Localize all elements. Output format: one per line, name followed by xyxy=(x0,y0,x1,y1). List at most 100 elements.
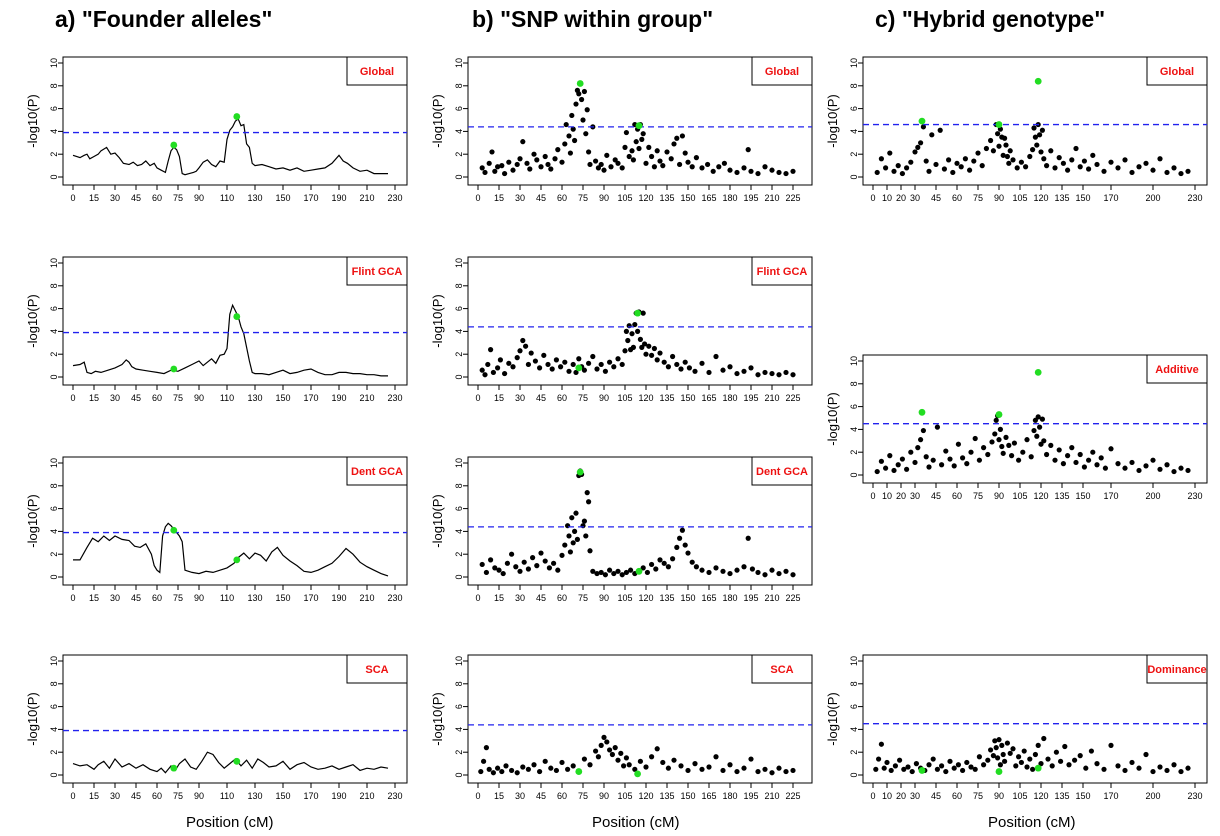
data-point xyxy=(483,745,489,751)
x-tick-label: 135 xyxy=(659,593,674,603)
y-tick-label: 10 xyxy=(454,656,464,666)
x-tick-label: 0 xyxy=(70,791,75,801)
x-tick-label: 75 xyxy=(173,593,183,603)
y-tick-label: 10 xyxy=(49,58,59,68)
series-line xyxy=(72,751,389,774)
data-point xyxy=(1072,757,1078,763)
data-point xyxy=(573,510,579,516)
data-point xyxy=(762,572,768,578)
data-point xyxy=(790,572,796,578)
data-point xyxy=(668,156,674,162)
data-point xyxy=(1185,467,1191,474)
y-tick-label: 2 xyxy=(849,450,859,455)
data-point xyxy=(619,165,625,171)
data-point xyxy=(1052,457,1058,463)
data-point xyxy=(741,368,747,374)
x-tick-label: 90 xyxy=(994,791,1004,801)
data-point xyxy=(1129,459,1135,466)
data-point xyxy=(720,568,726,574)
data-point xyxy=(958,164,964,170)
y-axis-label: -log10(P) xyxy=(430,494,445,547)
data-point xyxy=(643,351,649,357)
data-point xyxy=(720,367,726,373)
x-tick-label: 0 xyxy=(475,593,480,603)
data-point xyxy=(646,343,652,349)
data-point xyxy=(783,369,789,376)
data-point xyxy=(615,356,621,362)
y-tick-label: 6 xyxy=(454,306,464,311)
data-point xyxy=(572,528,578,535)
data-point xyxy=(943,448,949,454)
panel-dent-gca-a: 0 2 4 6 8 10 0 15 30 45 60 75 90 110 130 150 170 190 210 23… xyxy=(25,456,408,603)
data-point xyxy=(923,158,929,164)
y-tick-label: 8 xyxy=(49,483,59,488)
data-point xyxy=(665,564,672,570)
data-point xyxy=(933,161,939,168)
data-point xyxy=(1003,434,1009,440)
data-point xyxy=(1171,762,1177,768)
data-point xyxy=(664,149,670,155)
data-point xyxy=(503,763,509,769)
data-point xyxy=(509,767,515,774)
x-tick-label: 75 xyxy=(578,193,588,203)
data-point xyxy=(699,567,705,573)
y-axis-label: -log10(P) xyxy=(825,692,840,745)
data-point xyxy=(908,449,914,455)
x-tick-label: 75 xyxy=(173,791,183,801)
data-point xyxy=(489,149,495,155)
highlight-point xyxy=(918,117,926,125)
data-point xyxy=(891,467,897,474)
data-point xyxy=(665,765,672,771)
x-tick-label: 150 xyxy=(680,393,695,403)
x-tick-label: 90 xyxy=(194,791,204,801)
y-tick-label: 4 xyxy=(454,529,464,534)
highlight-point xyxy=(576,468,584,476)
x-tick-label: 130 xyxy=(247,393,262,403)
data-point xyxy=(559,159,565,165)
highlight-point xyxy=(170,764,178,772)
data-point xyxy=(1178,465,1184,471)
x-tick-label: 165 xyxy=(701,393,716,403)
data-point xyxy=(1013,763,1019,769)
x-tick-label: 135 xyxy=(659,193,674,203)
data-point xyxy=(671,141,677,147)
data-point xyxy=(1000,450,1006,456)
data-point xyxy=(509,551,515,557)
data-point xyxy=(769,167,775,173)
panel-additive-c: 0 2 4 6 8 10 0 10 20 30 45 60 75 90 105 120 135 150 170 200… xyxy=(825,354,1208,501)
x-tick-label: 60 xyxy=(152,593,162,603)
x-tick-label: 120 xyxy=(638,393,653,403)
data-point xyxy=(657,158,663,164)
x-tick-label: 0 xyxy=(475,393,480,403)
x-tick-label: 75 xyxy=(173,393,183,403)
data-point xyxy=(1073,459,1079,466)
data-point xyxy=(941,166,948,172)
data-point xyxy=(633,139,639,145)
x-tick-label: 45 xyxy=(536,193,546,203)
data-point xyxy=(883,465,889,471)
data-point xyxy=(520,764,526,770)
data-point xyxy=(899,170,906,177)
data-point xyxy=(930,457,936,463)
data-point xyxy=(930,756,936,762)
data-point xyxy=(721,160,728,166)
x-tick-label: 150 xyxy=(275,193,290,203)
data-point xyxy=(572,137,578,144)
y-tick-label: 6 xyxy=(454,106,464,111)
data-point xyxy=(1034,142,1040,148)
data-point xyxy=(615,757,621,763)
data-point xyxy=(623,569,630,576)
data-point xyxy=(682,542,688,548)
data-point xyxy=(640,310,646,316)
plot-frame xyxy=(62,456,408,586)
y-tick-label: 8 xyxy=(849,83,859,88)
x-tick-label: 0 xyxy=(475,193,480,203)
data-point xyxy=(908,159,914,165)
x-tick-label: 75 xyxy=(973,193,983,203)
x-tick-label: 130 xyxy=(247,593,262,603)
data-point xyxy=(883,165,889,171)
data-point xyxy=(878,741,885,747)
data-point xyxy=(562,542,568,548)
data-point xyxy=(619,361,625,368)
x-tick-label: 30 xyxy=(110,791,120,801)
